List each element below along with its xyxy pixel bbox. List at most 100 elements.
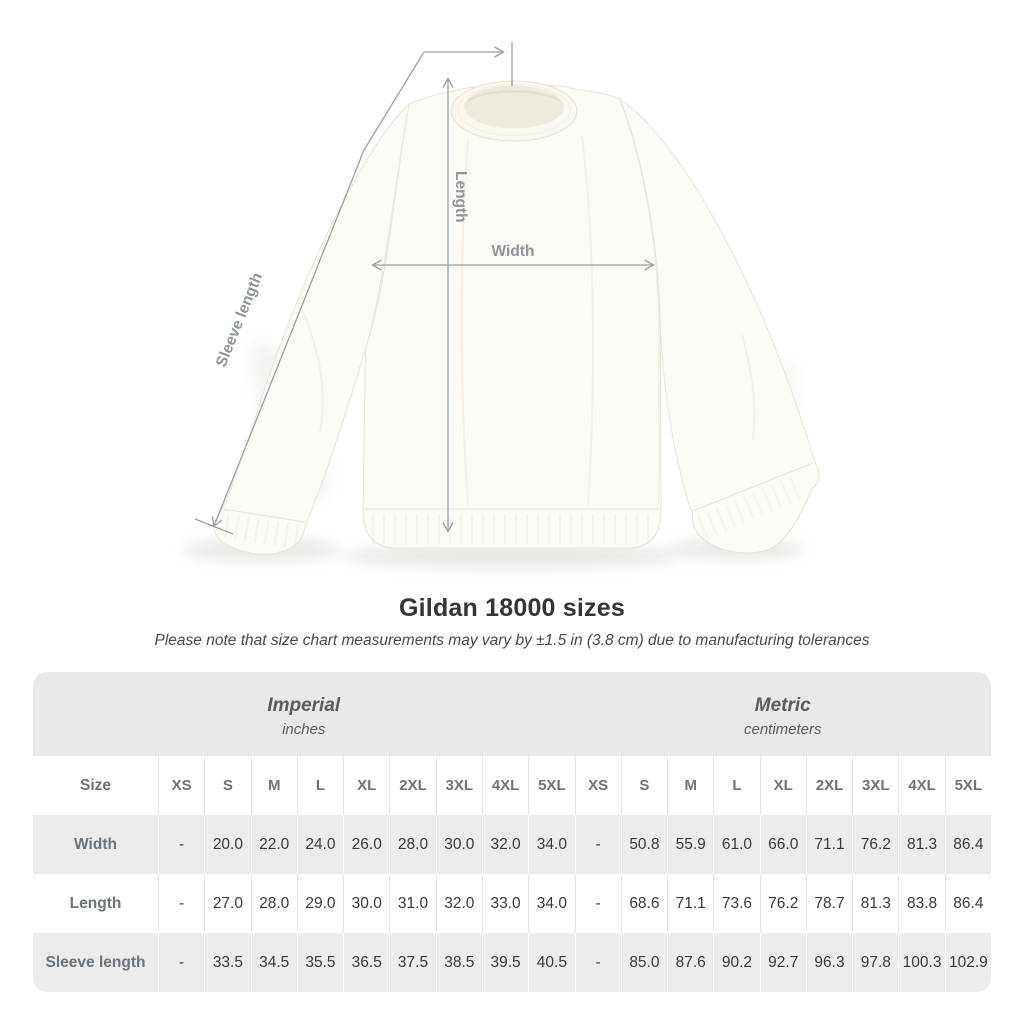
size-column-header: L (296, 756, 343, 815)
measurement-value-cell: 26.0 (343, 815, 389, 874)
size-column-header: XS (574, 756, 621, 815)
size-table: Imperial inches Metric centimeters Size X… (33, 672, 991, 992)
measurement-value-cell: 81.3 (898, 815, 944, 874)
size-column-header: 5XL (944, 756, 991, 815)
product-figure: Width Length Sleeve length (184, 42, 820, 568)
measurement-value-cell: 39.5 (481, 933, 528, 992)
measurement-value-cell: 33.5 (204, 933, 250, 992)
measurement-value-cell: 71.1 (805, 815, 852, 874)
sweatshirt-body (362, 83, 662, 549)
measurement-value-cell: 81.3 (852, 874, 898, 933)
measurement-value-cell: 37.5 (389, 933, 435, 992)
size-column-header: 5XL (528, 756, 574, 815)
measurement-value-cell: 86.4 (944, 815, 991, 874)
sweatshirt-measurement-diagram: Width Length Sleeve length (184, 42, 820, 568)
measurement-value-cell: 36.5 (343, 933, 389, 992)
unit-header-band: Imperial inches Metric centimeters (33, 672, 991, 756)
measurement-value-cell: 30.0 (343, 874, 389, 933)
measurement-value-cell: 61.0 (713, 815, 759, 874)
size-header-row: Size XS S M L XL 2XL 3XL 4XL 5XL XS S M L XL 2XL 3XL 4XL 5… (33, 756, 991, 815)
metric-label: Metric (754, 694, 811, 716)
imperial-unit: inches (282, 720, 326, 738)
crewneck-collar (450, 80, 578, 142)
unit-group-imperial: Imperial inches (33, 672, 575, 756)
measurement-value-cell: 96.3 (805, 933, 852, 992)
size-column-header: 2XL (389, 756, 435, 815)
size-column-header: 4XL (898, 756, 944, 815)
measurement-value-cell: 32.0 (481, 815, 528, 874)
imperial-label: Imperial (267, 694, 341, 716)
measurement-value-cell: 78.7 (805, 874, 852, 933)
unit-group-metric: Metric centimeters (575, 672, 992, 756)
measurement-value-cell: 40.5 (528, 933, 574, 992)
measurement-value-cell: - (574, 874, 621, 933)
sweatshirt-illustration (213, 80, 820, 555)
measurement-value-cell: 34.0 (528, 815, 574, 874)
measurement-value-cell: 97.8 (852, 933, 898, 992)
measurement-row-width: Width -20.0 22.0 24.0 26.0 28.0 30.0 32.0 34.0-5… (33, 815, 991, 874)
measurement-row-length: Length -27.0 28.0 29.0 30.0 31.0 32.0 33.0 34.0-… (33, 874, 991, 933)
fabric-folds (299, 135, 756, 506)
size-column-header: M (250, 756, 297, 815)
size-column-header: S (204, 756, 250, 815)
measurement-value-cell: 34.5 (250, 933, 297, 992)
row-label: Width (74, 835, 117, 853)
measurement-value-cell: 31.0 (389, 874, 435, 933)
measurement-value-cell: 32.0 (435, 874, 482, 933)
measurement-value-cell: 102.9 (944, 933, 991, 992)
garment-seams (221, 99, 814, 523)
measurement-value-cell: 20.0 (204, 815, 250, 874)
measurement-value-cell: 76.2 (759, 874, 806, 933)
measurement-value-cell: - (574, 815, 621, 874)
measurement-value-cell: - (158, 815, 204, 874)
size-column-header: M (667, 756, 713, 815)
measurement-value-cell: 90.2 (713, 933, 759, 992)
size-column-header: XS (158, 756, 204, 815)
measurement-value-cell: 73.6 (713, 874, 759, 933)
measurement-value-cell: 66.0 (759, 815, 806, 874)
size-column-header: XL (343, 756, 389, 815)
size-column-header: L (713, 756, 759, 815)
measurement-value-cell: 100.3 (898, 933, 944, 992)
size-column-header: XL (759, 756, 806, 815)
sweatshirt-left-sleeve (213, 102, 410, 555)
measurement-value-cell: 28.0 (250, 874, 297, 933)
measurement-value-cell: 68.6 (620, 874, 667, 933)
tolerance-note: Please note that size chart measurements… (154, 632, 870, 649)
measurement-value-cell: 30.0 (435, 815, 482, 874)
size-table-rows: Size XS S M L XL 2XL 3XL 4XL 5XL XS S M L XL 2XL 3XL 4XL 5… (33, 756, 991, 992)
measurement-value-cell: 76.2 (852, 815, 898, 874)
measurement-value-cell: 83.8 (898, 874, 944, 933)
measurement-value-cell: 86.4 (944, 874, 991, 933)
size-header-label: Size (79, 776, 111, 794)
sweatshirt-right-sleeve (618, 97, 820, 554)
measurement-value-cell: 24.0 (296, 815, 343, 874)
length-measure-label: Length (452, 171, 469, 223)
measurement-value-cell: 28.0 (389, 815, 435, 874)
metric-unit: centimeters (743, 720, 822, 738)
measurement-value-cell: - (574, 933, 621, 992)
size-column-header: 3XL (852, 756, 898, 815)
measurement-value-cell: 22.0 (250, 815, 297, 874)
page-title: Gildan 18000 sizes (399, 594, 625, 622)
measurement-value-cell: 55.9 (667, 815, 713, 874)
measurement-value-cell: 92.7 (759, 933, 806, 992)
measurement-value-cell: 87.6 (667, 933, 713, 992)
sleeve-measure-diagonal-line (214, 51, 425, 526)
size-column-header: 3XL (435, 756, 482, 815)
measurement-value-cell: - (158, 933, 204, 992)
measurement-row-sleeve-length: Sleeve length -33.5 34.5 35.5 36.5 37.5 38.5 39… (33, 933, 991, 992)
size-column-header: S (620, 756, 667, 815)
width-measure-label: Width (492, 243, 535, 260)
measurement-value-cell: 27.0 (204, 874, 250, 933)
measurement-value-cell: 71.1 (667, 874, 713, 933)
size-column-header: 2XL (805, 756, 852, 815)
row-label: Sleeve length (45, 953, 146, 971)
measurement-value-cell: 85.0 (620, 933, 667, 992)
row-label: Length (69, 894, 122, 912)
measurement-value-cell: 34.0 (528, 874, 574, 933)
measurement-value-cell: 50.8 (620, 815, 667, 874)
measurement-value-cell: 33.0 (481, 874, 528, 933)
measurement-value-cell: 35.5 (296, 933, 343, 992)
